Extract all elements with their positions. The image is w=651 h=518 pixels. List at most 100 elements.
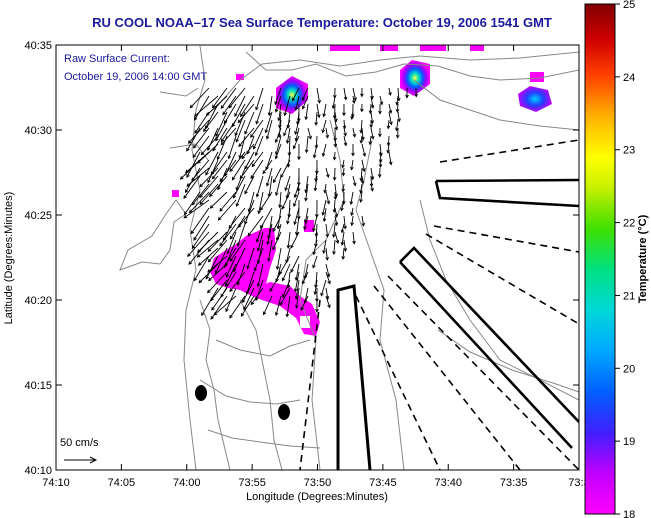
current-vector (314, 167, 318, 183)
current-vector (251, 151, 264, 168)
current-vector (294, 263, 300, 282)
current-vector (186, 127, 201, 152)
current-vector (359, 191, 363, 203)
current-vector (207, 231, 228, 252)
current-vector (255, 103, 264, 125)
current-vector (342, 103, 346, 117)
current-vector (274, 95, 282, 113)
current-vector (250, 287, 264, 306)
current-vector (343, 135, 348, 147)
current-vector (313, 175, 318, 192)
y-tick-label: 40:20 (24, 295, 52, 307)
colorbar-tick-label: 25 (623, 0, 635, 11)
current-vector (352, 231, 356, 245)
x-tick-label: 73:40 (434, 477, 462, 489)
current-vector (334, 111, 338, 123)
current-vector (340, 199, 345, 212)
current-vector (290, 231, 300, 249)
current-vector (280, 159, 291, 179)
current-vector (209, 175, 228, 198)
current-vector (350, 159, 354, 171)
current-vector (321, 143, 327, 157)
x-axis: 74:10 74:05 74:00 73:55 73:50 73:45 73:40 73:35… (42, 45, 590, 489)
buoy-marker (278, 404, 290, 420)
x-tick-label: 74:00 (173, 477, 201, 489)
current-vector (343, 215, 347, 230)
current-vector (316, 87, 322, 104)
current-vector (388, 87, 392, 97)
current-vector (209, 191, 228, 209)
current-vector (312, 255, 318, 269)
x-tick-label: 73:35 (500, 477, 528, 489)
current-vector (397, 111, 401, 123)
current-vector (225, 287, 237, 313)
current-vector (222, 95, 237, 116)
current-vector (332, 239, 336, 256)
colorbar-tick-label: 21 (623, 290, 635, 302)
current-vector (293, 183, 300, 199)
current-vector (360, 175, 365, 185)
current-vector (293, 271, 300, 293)
current-vector (240, 295, 255, 317)
current-vector (186, 167, 210, 187)
current-vector (414, 87, 419, 98)
current-vector (343, 239, 348, 252)
current-vector (244, 175, 255, 195)
current-vector (341, 159, 345, 169)
current-vector (341, 183, 346, 193)
current-vector (241, 143, 255, 160)
current-vector (183, 191, 201, 216)
colorbar (584, 3, 616, 515)
current-vector (179, 159, 201, 180)
current-vector (274, 175, 282, 197)
annotation-line-2: October 19, 2006 14:00 GMT (64, 71, 207, 83)
current-vector (351, 95, 356, 105)
current-vector (207, 239, 228, 263)
y-axis-label: Latitude (Degrees:Minutes) (3, 192, 15, 325)
current-vector (194, 111, 210, 134)
current-vector (199, 167, 219, 188)
current-vector (386, 135, 391, 147)
current-vector (369, 119, 373, 129)
current-vector (255, 87, 264, 111)
x-tick-label: 73:45 (369, 477, 397, 489)
current-vector (378, 159, 383, 168)
current-vector (379, 95, 384, 106)
current-vector (334, 207, 339, 218)
current-vector (377, 167, 382, 178)
current-vector (325, 247, 329, 261)
current-vector (325, 127, 330, 139)
current-vector (244, 199, 255, 225)
y-tick-label: 40:15 (24, 380, 52, 392)
current-vector (203, 111, 219, 133)
current-vector (286, 207, 291, 225)
current-vector (217, 199, 237, 221)
current-vector (217, 167, 228, 191)
buoy-marker (195, 385, 207, 401)
current-vector (240, 95, 255, 118)
current-vector (183, 199, 210, 219)
current-vector (331, 95, 336, 110)
current-vector (292, 135, 300, 150)
current-vector (236, 223, 246, 247)
current-vector (332, 223, 336, 239)
current-vector (255, 223, 264, 243)
current-vector (361, 143, 367, 157)
current-vector (294, 95, 300, 111)
current-vector (315, 295, 319, 313)
current-vector (187, 119, 210, 144)
current-vector (304, 135, 309, 154)
colorbar-tick-label: 24 (623, 72, 635, 84)
current-vector (285, 295, 291, 318)
current-vector (395, 95, 399, 106)
current-vector (223, 247, 237, 269)
current-vector (267, 239, 273, 263)
current-vector (281, 191, 291, 210)
y-tick-label: 40:35 (24, 40, 52, 52)
current-vector (293, 207, 300, 226)
current-vector (211, 159, 228, 180)
current-vector (395, 127, 400, 139)
current-vector (235, 183, 246, 208)
current-vector (359, 135, 364, 144)
